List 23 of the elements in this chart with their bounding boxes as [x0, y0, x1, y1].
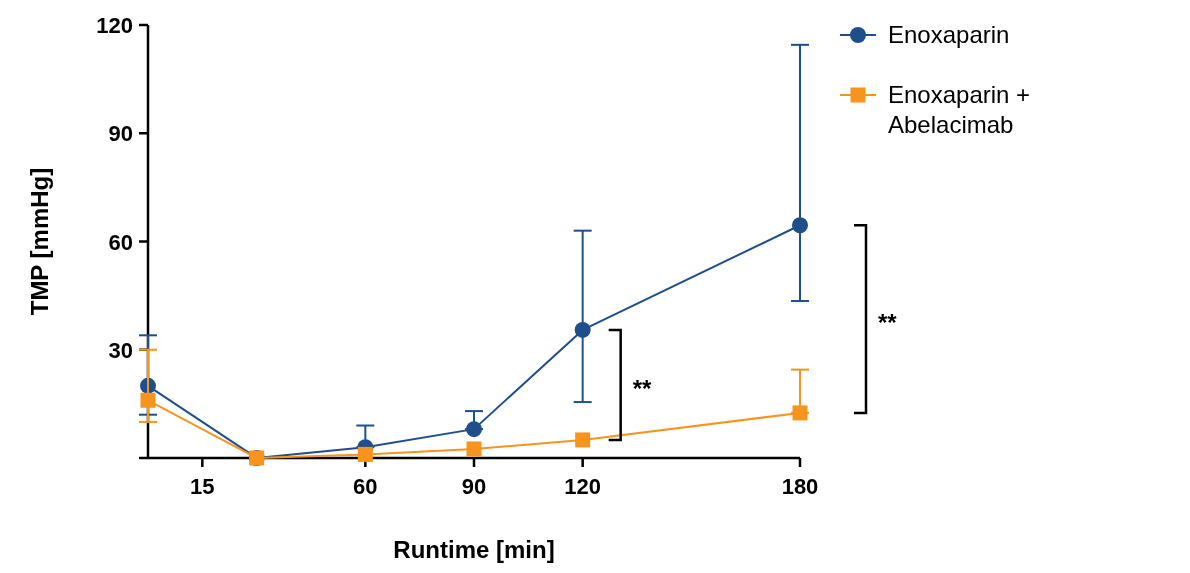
point [140, 392, 156, 408]
x-tick-label: 60 [353, 474, 378, 499]
legend-label: Enoxaparin + Abelacimab [888, 81, 1031, 138]
point [466, 421, 482, 438]
point [357, 446, 373, 462]
x-tick-label: 120 [564, 474, 602, 499]
x-tick-label: 15 [190, 474, 215, 499]
y-tick-label: 90 [108, 121, 133, 147]
point [792, 217, 808, 234]
y-tick-label: 30 [108, 337, 133, 363]
y-axis-title: TMP [mmHg] [26, 167, 53, 316]
x-tick-label: 90 [461, 474, 487, 499]
annotation: ** [632, 374, 653, 402]
point [792, 405, 808, 421]
point [574, 321, 591, 338]
point [575, 432, 591, 448]
x-tick-label: 180 [781, 474, 819, 499]
point [466, 441, 482, 457]
x-axis-title: Runtime [min] [393, 536, 555, 563]
legend-label: Enoxaparin [888, 21, 1010, 48]
y-tick-label: 60 [108, 229, 133, 255]
text: ** [878, 309, 898, 337]
y-tick-label: 120 [96, 13, 133, 38]
